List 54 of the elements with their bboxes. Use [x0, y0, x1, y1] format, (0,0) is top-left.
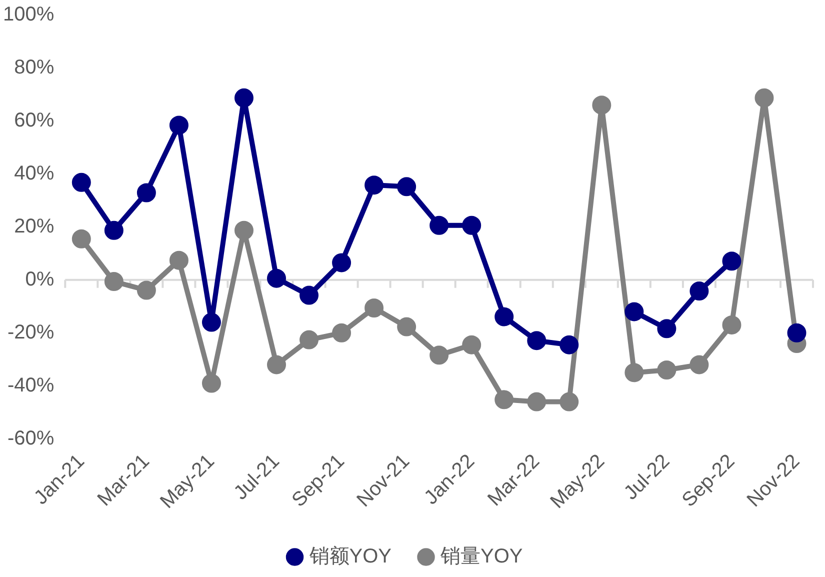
point [397, 317, 416, 336]
point [657, 360, 676, 380]
point [462, 216, 482, 235]
point [72, 229, 91, 248]
point [234, 88, 254, 108]
point [624, 363, 644, 382]
point [72, 172, 91, 192]
point [332, 323, 352, 342]
point [722, 252, 742, 271]
point [560, 392, 579, 412]
point [267, 355, 286, 374]
point [202, 374, 221, 393]
point [169, 250, 188, 270]
point [527, 331, 546, 350]
point [754, 88, 774, 108]
point [787, 323, 806, 342]
y-tick-label: 0% [25, 268, 54, 290]
y-tick-label: -20% [7, 321, 54, 344]
point [462, 335, 482, 354]
point [202, 312, 221, 332]
point [690, 355, 709, 374]
point [430, 216, 449, 235]
point [690, 282, 709, 301]
point [332, 253, 352, 272]
point [494, 307, 514, 326]
y-tick-label: 100% [2, 4, 54, 26]
point [136, 183, 156, 202]
point [624, 302, 644, 322]
point [104, 220, 124, 240]
legend-label: 销额YOY [308, 546, 392, 568]
point [267, 268, 286, 288]
legend-label: 销量YOY [440, 546, 523, 568]
point [657, 319, 676, 338]
point [494, 390, 514, 410]
point [397, 177, 416, 196]
point [592, 96, 612, 115]
point [722, 315, 742, 334]
point [560, 335, 579, 354]
point [364, 176, 384, 195]
point [364, 298, 384, 318]
y-tick-label: -40% [7, 374, 54, 396]
point [104, 272, 124, 292]
point [300, 286, 319, 305]
y-tick-label: -60% [7, 427, 54, 450]
point [136, 280, 156, 300]
y-tick-label: 60% [14, 109, 54, 132]
point [169, 116, 188, 135]
y-tick-label: 20% [14, 215, 54, 238]
y-tick-label: 40% [14, 162, 54, 184]
point [430, 346, 449, 365]
point [527, 392, 546, 412]
y-tick-label: 80% [14, 56, 54, 78]
point [234, 220, 254, 240]
point [300, 330, 319, 350]
